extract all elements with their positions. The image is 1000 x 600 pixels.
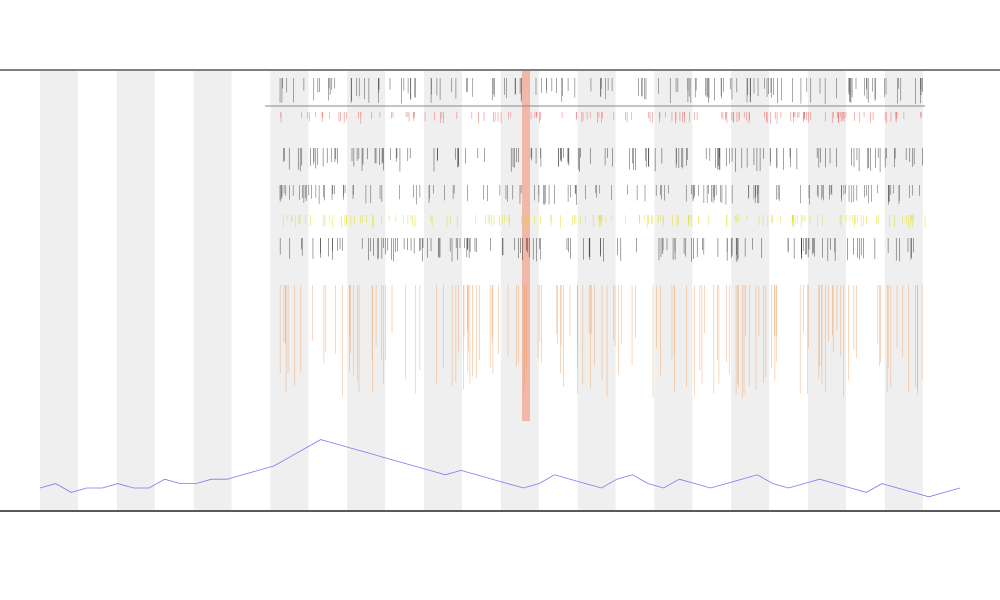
highlight-band [522, 71, 530, 421]
band [40, 71, 78, 510]
band [808, 71, 846, 510]
band [500, 71, 539, 510]
band [424, 71, 462, 510]
band [270, 71, 309, 510]
band [193, 71, 232, 510]
background-bands [40, 71, 923, 510]
track-ticks [279, 78, 926, 399]
band [577, 71, 616, 510]
band [116, 71, 155, 510]
series-line [39, 439, 961, 498]
band [347, 71, 386, 510]
